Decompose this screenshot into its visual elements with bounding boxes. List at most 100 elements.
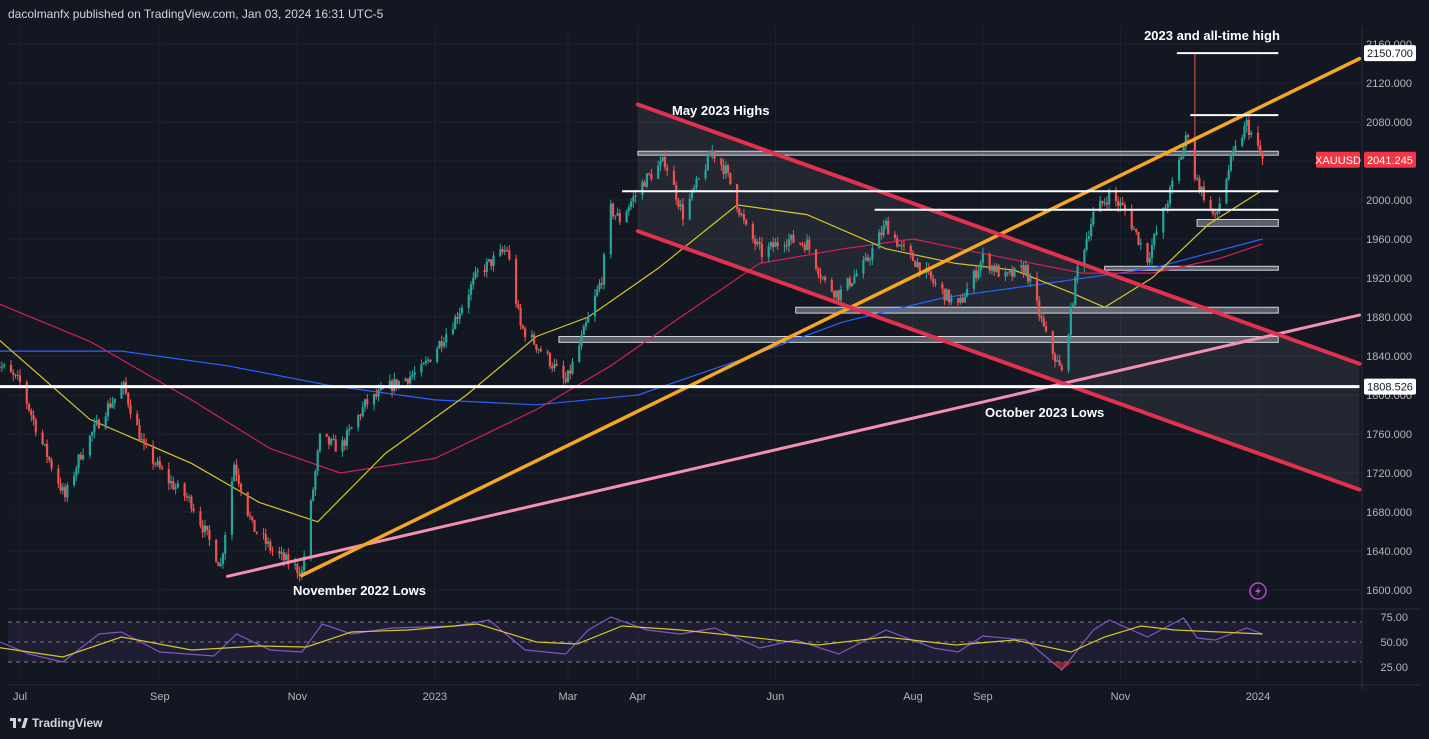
candle-body [1202, 186, 1205, 200]
candle-body [713, 150, 716, 159]
candle-body [1044, 326, 1048, 332]
candle-body [215, 539, 218, 563]
time-tick-label: Jul [13, 691, 27, 703]
candle-body [681, 204, 685, 220]
candle-body [1148, 257, 1151, 263]
candle-body [154, 463, 157, 465]
candle-body [127, 393, 130, 405]
candle-body [1056, 360, 1059, 362]
candle-body [814, 249, 818, 269]
candle-body [929, 271, 933, 279]
price-tick-label: 1720.000 [1366, 468, 1412, 480]
candle-body [817, 268, 820, 275]
candle-body [300, 570, 303, 577]
candle-body [582, 326, 585, 336]
candle-body [345, 430, 349, 446]
candle-body [537, 349, 540, 351]
time-tick-label: Nov [1111, 691, 1131, 703]
candle-body [578, 345, 581, 362]
candle-body [343, 440, 346, 446]
candle-body [711, 150, 714, 157]
candle-body [296, 564, 299, 574]
candle-body [48, 456, 51, 460]
last-price-tag-bg [1364, 151, 1416, 168]
time-tick-label: Mar [558, 691, 577, 703]
candle-body [848, 278, 851, 287]
candle-body [201, 525, 204, 533]
candle-body [783, 245, 786, 247]
candle-body [0, 366, 1, 368]
candle-body [515, 258, 518, 305]
candle-body [866, 257, 869, 261]
candle-body [742, 214, 745, 220]
candle-body [420, 364, 423, 373]
candle-body [248, 515, 252, 517]
candle-body [916, 262, 919, 267]
candle-body [1035, 277, 1039, 301]
candle-body [422, 363, 425, 365]
candle-body [995, 265, 998, 272]
candle-body [914, 260, 917, 267]
candle-body [990, 265, 994, 271]
candle-body [357, 415, 360, 428]
candle-body [393, 379, 396, 392]
tradingview-logo[interactable]: TradingView [10, 716, 102, 730]
candle-body [174, 487, 177, 490]
candle-body [264, 534, 267, 544]
candle-body [1256, 132, 1260, 146]
rsi-oversold-highlight [1050, 662, 1074, 670]
candle-body [641, 182, 644, 196]
alert-bolt-icon[interactable] [1249, 582, 1267, 600]
candle-body [934, 283, 937, 285]
candle-body [760, 243, 763, 258]
candle-body [30, 410, 33, 416]
candle-body [846, 278, 849, 290]
candle-body [659, 160, 662, 166]
candle-body [571, 361, 574, 374]
candle-body [943, 288, 946, 301]
candle-body [1150, 244, 1154, 258]
candle-body [476, 270, 479, 272]
candle-body [546, 351, 549, 354]
candle-body [1184, 135, 1187, 147]
time-tick-label: Nov [288, 691, 308, 703]
candle-body [1155, 232, 1158, 235]
candle-body [66, 485, 69, 498]
candle-body [632, 196, 635, 202]
candle-body [79, 454, 82, 460]
candle-body [427, 359, 430, 361]
candle-body [1006, 272, 1009, 274]
time-tick-label: Sep [973, 691, 993, 703]
candle-body [167, 468, 170, 484]
candle-body [1261, 153, 1264, 159]
candle-body [988, 254, 991, 271]
candle-body [657, 165, 660, 179]
candle-body [237, 474, 240, 484]
candle-body [203, 525, 207, 533]
candle-body [1076, 266, 1079, 278]
candle-body [429, 359, 432, 363]
time-tick-label: 2024 [1246, 691, 1270, 703]
candle-body [981, 254, 984, 263]
candle-body [120, 388, 123, 399]
candle-body [27, 403, 31, 411]
level-price-tag-bg [1364, 378, 1416, 395]
candle-body [672, 170, 676, 185]
candle-body [309, 500, 312, 557]
candle-body [821, 277, 824, 279]
candle-body [303, 556, 306, 571]
candle-body [1040, 316, 1043, 319]
candle-body [363, 399, 367, 407]
candle-body [1146, 242, 1149, 263]
candle-body [91, 432, 94, 436]
candle-body [440, 341, 443, 347]
candle-body [801, 243, 804, 245]
candle-body [521, 325, 524, 329]
candle-body [278, 551, 281, 554]
candle-body [1229, 154, 1233, 171]
candle-body [738, 208, 741, 215]
candle-body [219, 564, 222, 567]
candle-body [790, 234, 793, 240]
candle-body [284, 554, 288, 561]
